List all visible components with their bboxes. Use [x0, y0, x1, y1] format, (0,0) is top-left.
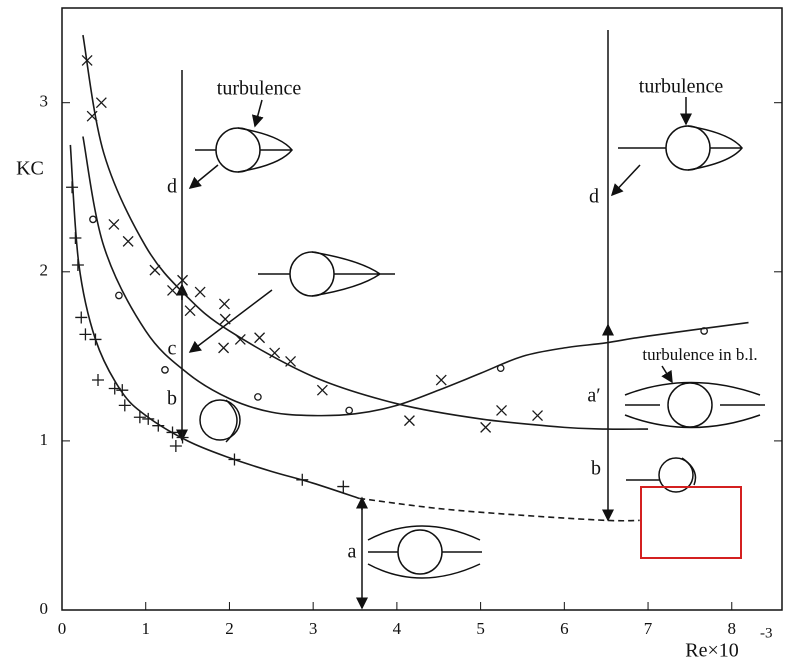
x-axis-label-exponent: -3 — [760, 625, 773, 641]
y-tick-label: 0 — [40, 599, 49, 618]
data-point — [122, 235, 134, 247]
x-tick-label: 6 — [560, 619, 569, 638]
annotation: d — [589, 186, 599, 208]
plot-frame — [61, 7, 783, 611]
data-point — [149, 264, 161, 276]
data-point — [480, 421, 492, 433]
annotation: turbulence — [217, 78, 302, 100]
data-point — [337, 480, 350, 493]
data-point — [92, 374, 104, 387]
data-point — [89, 215, 97, 224]
annotation: b — [167, 388, 177, 410]
data-point — [167, 284, 178, 296]
curve — [359, 497, 640, 522]
data-point — [133, 411, 146, 424]
data-point — [403, 415, 415, 427]
curve — [69, 144, 360, 500]
data-point — [254, 393, 262, 401]
data-point — [161, 366, 169, 374]
data-point — [75, 311, 88, 324]
data-point — [169, 439, 182, 452]
x-tick-label: 2 — [225, 619, 234, 638]
x-tick-label: 3 — [309, 619, 318, 638]
data-point — [254, 332, 266, 344]
data-point — [345, 406, 354, 415]
data-point — [118, 399, 131, 412]
curve — [82, 136, 749, 417]
x-tick-label: 7 — [644, 619, 653, 638]
x-tick-label: 4 — [393, 619, 402, 638]
y-tick-label: 2 — [40, 261, 49, 280]
data-point — [95, 97, 107, 109]
data-point — [108, 218, 120, 230]
x-tick-label: 0 — [58, 619, 67, 638]
data-point — [152, 419, 165, 432]
curve — [82, 34, 649, 430]
data-point — [177, 274, 189, 286]
data-point — [194, 286, 206, 298]
annotation: a — [348, 541, 357, 563]
x-tick-label: 1 — [141, 619, 150, 638]
highlight-box — [640, 486, 742, 559]
data-point — [115, 291, 123, 300]
y-axis-label: KC — [16, 158, 44, 180]
data-point — [218, 298, 230, 310]
data-point — [435, 374, 447, 386]
annotation: d — [167, 176, 177, 198]
data-point — [218, 342, 230, 354]
data-point — [184, 305, 196, 317]
data-point — [316, 384, 328, 396]
data-point — [496, 405, 507, 416]
x-tick-label: 8 — [728, 619, 737, 638]
x-tick-label: 5 — [476, 619, 485, 638]
data-point — [116, 384, 129, 397]
annotation: a′ — [587, 385, 600, 407]
data-point — [142, 412, 155, 425]
annotation-arrows — [176, 30, 765, 610]
annotation: turbulence — [639, 76, 724, 98]
data-point — [219, 313, 231, 325]
data-point — [532, 410, 543, 421]
annotation: c — [168, 338, 177, 360]
annotation: b — [591, 458, 601, 480]
y-tick-label: 1 — [40, 430, 49, 449]
data-point — [79, 328, 92, 341]
y-tick-label: 3 — [40, 92, 49, 111]
annotation: turbulence in b.l. — [642, 345, 757, 364]
x-axis-label: Re×10 — [685, 640, 739, 662]
